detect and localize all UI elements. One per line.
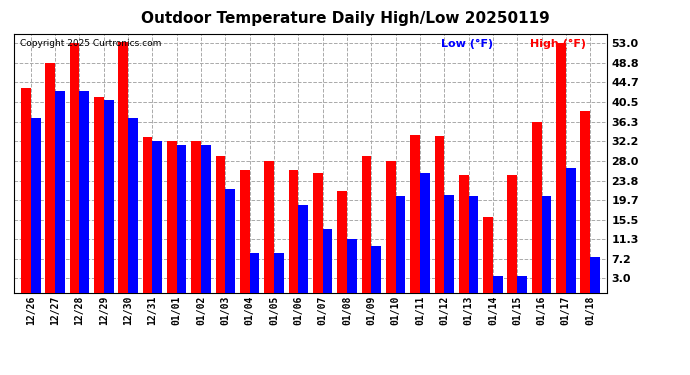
Text: Copyright 2025 Curtronics.com: Copyright 2025 Curtronics.com xyxy=(20,39,161,48)
Bar xyxy=(152,141,162,292)
Bar xyxy=(371,246,381,292)
Bar xyxy=(298,206,308,292)
Bar xyxy=(542,196,551,292)
Bar xyxy=(250,252,259,292)
Bar xyxy=(201,145,210,292)
Bar xyxy=(216,156,226,292)
Bar xyxy=(459,175,469,292)
Bar xyxy=(31,118,41,292)
Text: Outdoor Temperature Daily High/Low 20250119: Outdoor Temperature Daily High/Low 20250… xyxy=(141,11,549,26)
Bar xyxy=(493,276,502,292)
Bar xyxy=(70,43,79,292)
Bar xyxy=(240,170,250,292)
Bar xyxy=(167,141,177,292)
Bar xyxy=(128,118,138,292)
Bar xyxy=(226,189,235,292)
Bar xyxy=(104,100,114,292)
Bar xyxy=(288,170,298,292)
Bar xyxy=(347,239,357,292)
Bar xyxy=(556,43,566,292)
Bar xyxy=(191,141,201,292)
Bar xyxy=(177,145,186,292)
Bar xyxy=(566,168,575,292)
Bar xyxy=(411,135,420,292)
Bar xyxy=(21,88,31,292)
Bar xyxy=(55,91,65,292)
Bar xyxy=(94,97,104,292)
Bar xyxy=(79,91,89,292)
Text: Low (°F): Low (°F) xyxy=(441,39,493,49)
Bar xyxy=(337,191,347,292)
Bar xyxy=(507,175,518,292)
Bar xyxy=(362,156,371,292)
Bar xyxy=(274,252,284,292)
Bar xyxy=(395,196,405,292)
Bar xyxy=(420,172,430,292)
Bar xyxy=(386,161,395,292)
Bar xyxy=(483,217,493,292)
Bar xyxy=(313,172,323,292)
Bar xyxy=(435,136,444,292)
Bar xyxy=(46,63,55,292)
Bar xyxy=(580,111,590,292)
Text: High (°F): High (°F) xyxy=(530,39,586,49)
Bar xyxy=(323,229,333,292)
Bar xyxy=(119,42,128,292)
Bar xyxy=(532,122,542,292)
Bar xyxy=(590,257,600,292)
Bar xyxy=(518,276,527,292)
Bar xyxy=(469,196,478,292)
Bar xyxy=(444,195,454,292)
Bar xyxy=(143,137,152,292)
Bar xyxy=(264,161,274,292)
